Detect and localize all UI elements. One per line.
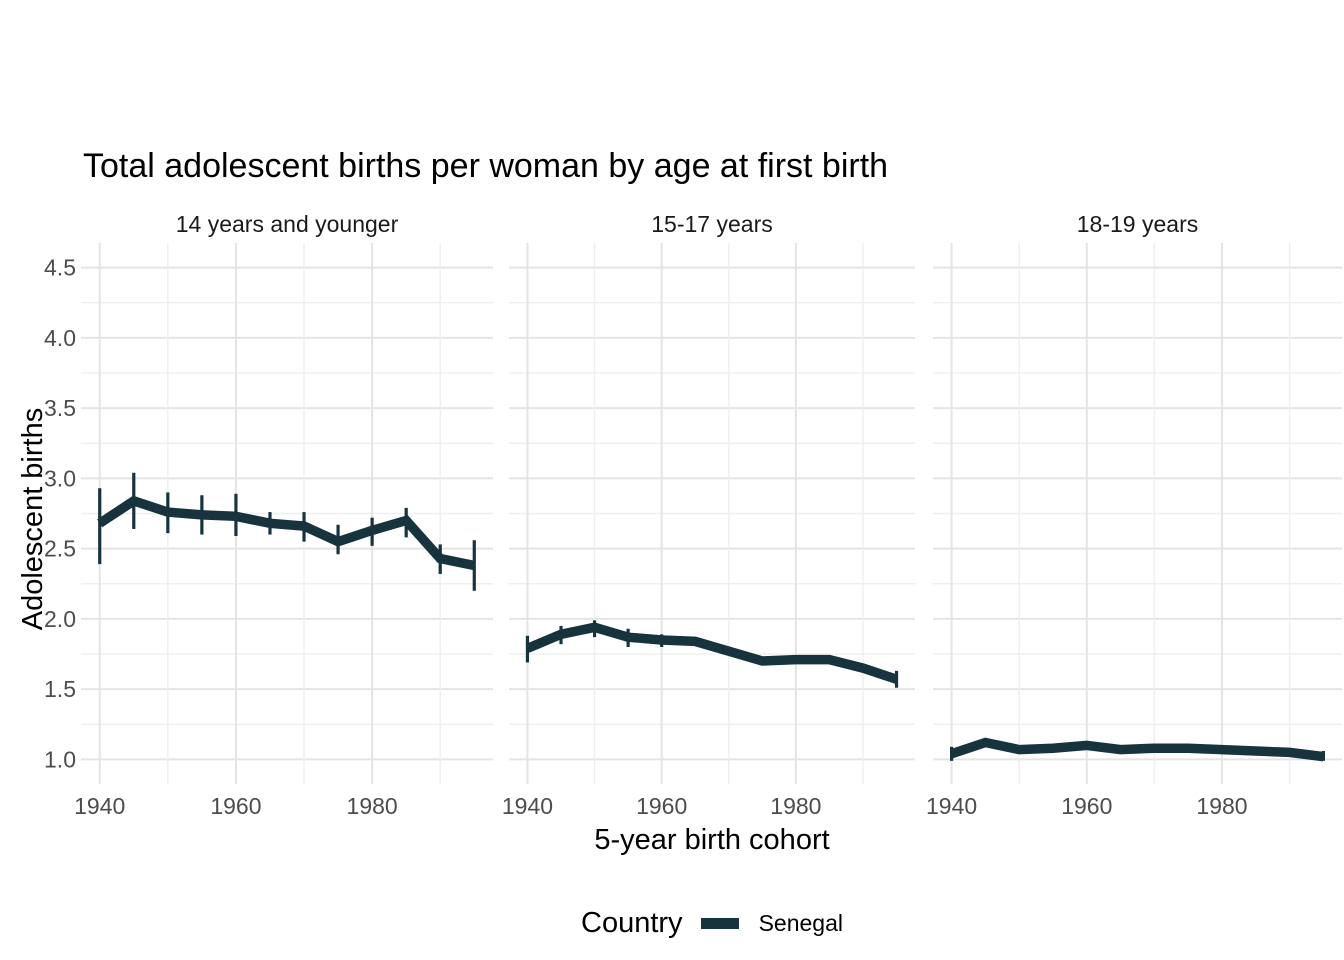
x-tick-label: 1960 — [1061, 793, 1112, 819]
y-tick-label: 2.0 — [44, 606, 76, 632]
y-tick-label: 2.5 — [44, 536, 76, 562]
facet-strip-18-19: 18-19 years — [1076, 210, 1199, 237]
x-tick-label: 1940 — [926, 793, 977, 819]
x-tick-label: 1980 — [347, 793, 398, 819]
y-axis-title: Adolescent births — [16, 407, 49, 631]
y-tick-label: 4.0 — [44, 325, 76, 351]
chart-title: Total adolescent births per woman by age… — [83, 147, 889, 185]
facet-strip-14-and-younger: 14 years and younger — [175, 210, 399, 237]
legend: Country Senegal — [0, 903, 1344, 943]
x-axis-title-text: 5-year birth cohort — [594, 824, 830, 856]
series-line-senegal — [950, 737, 1324, 762]
y-tick-label: 1.0 — [44, 746, 76, 772]
legend-swatch-senegal — [700, 917, 739, 929]
y-tick-label: 4.5 — [44, 255, 76, 281]
series-line-senegal — [525, 622, 899, 684]
x-tick-label: 1940 — [74, 793, 125, 819]
facet-strip-15-17: 15-17 years — [651, 210, 773, 237]
y-tick-label: 3.5 — [44, 395, 76, 421]
legend-item-label-senegal: Senegal — [758, 909, 843, 936]
legend-title: Country — [581, 906, 683, 939]
x-tick-label: 1980 — [1196, 793, 1247, 819]
y-tick-label: 3.0 — [44, 465, 76, 491]
x-tick-label: 1980 — [770, 793, 821, 819]
x-tick-label: 1960 — [210, 793, 261, 819]
series-line-senegal — [97, 495, 476, 571]
x-tick-label: 1940 — [502, 793, 553, 819]
x-tick-label: 1960 — [636, 793, 687, 819]
y-tick-label: 1.5 — [44, 676, 76, 702]
x-axis-title: 5-year birth cohort — [0, 824, 1344, 857]
